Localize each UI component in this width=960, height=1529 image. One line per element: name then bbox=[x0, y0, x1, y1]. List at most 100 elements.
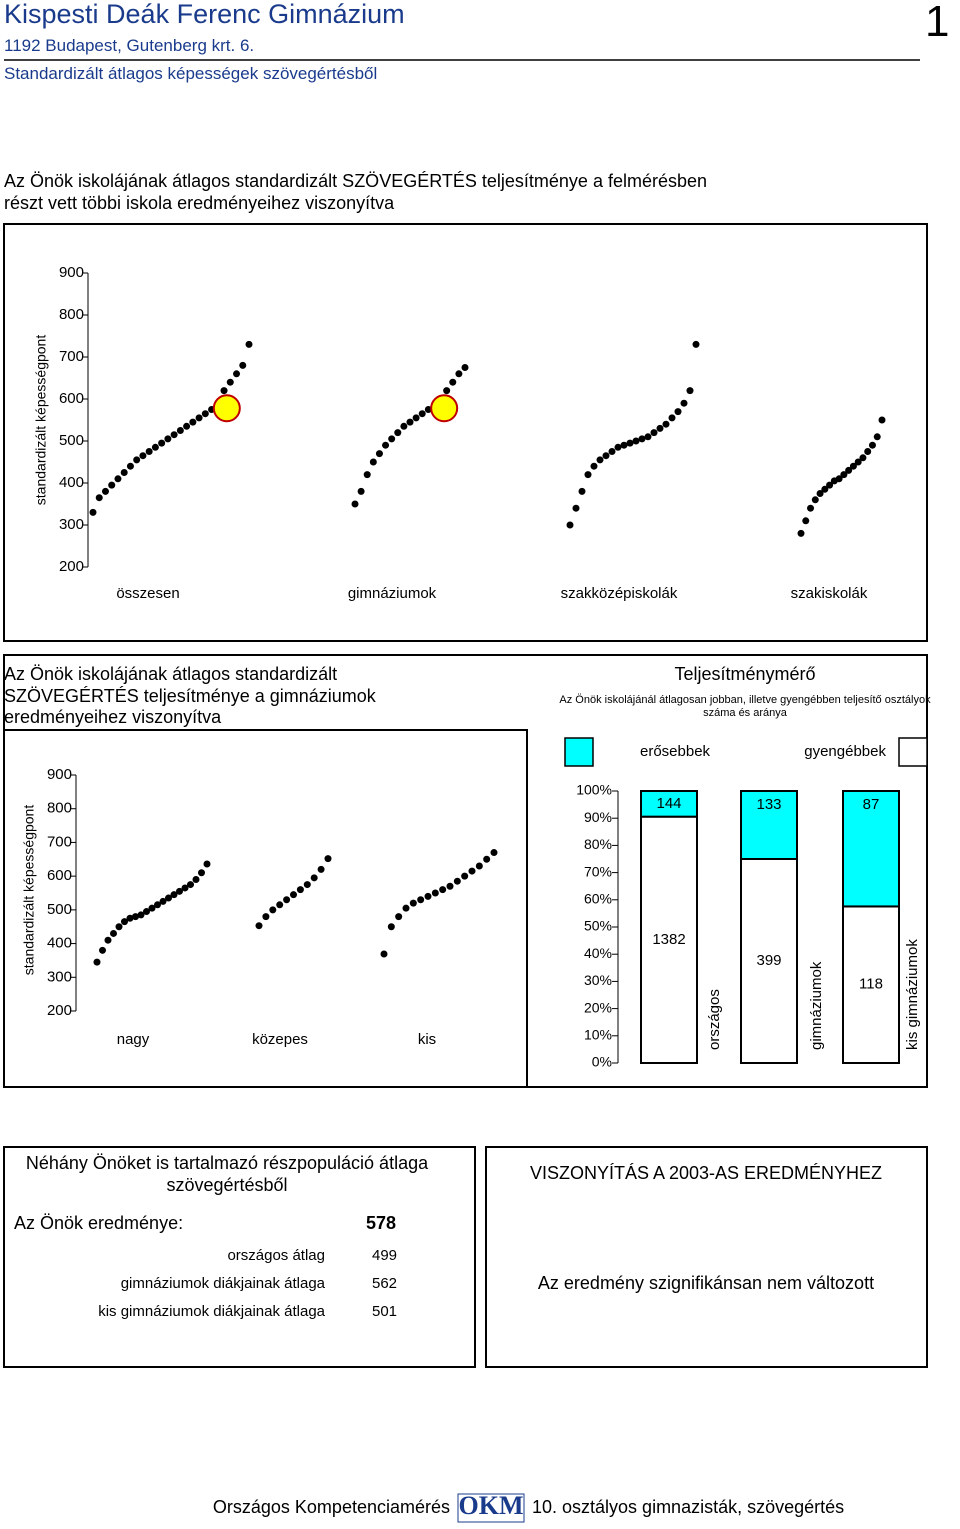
data-point bbox=[424, 406, 432, 413]
data-point bbox=[195, 414, 203, 422]
data-point bbox=[363, 471, 371, 479]
bar-segment bbox=[640, 790, 698, 818]
frame bbox=[3, 729, 528, 1088]
data-point bbox=[139, 452, 147, 460]
frame bbox=[3, 1146, 476, 1368]
data-point bbox=[375, 450, 383, 458]
y-tick-label: 500 bbox=[59, 432, 84, 449]
legend-label: gyengébbek bbox=[804, 743, 886, 760]
data-point bbox=[816, 490, 824, 497]
data-point bbox=[461, 872, 469, 880]
data-point bbox=[608, 448, 616, 455]
logo-frame bbox=[457, 1493, 525, 1523]
data-point bbox=[802, 517, 810, 525]
data-point bbox=[388, 435, 396, 443]
row-label: gimnáziumok diákjainak átlaga bbox=[121, 1275, 326, 1292]
data-point bbox=[566, 521, 574, 529]
data-point bbox=[878, 416, 886, 424]
data-point bbox=[443, 387, 451, 395]
y-tick-label: 900 bbox=[47, 766, 72, 783]
bar-segment bbox=[740, 790, 798, 860]
data-point bbox=[835, 475, 843, 483]
data-point bbox=[662, 420, 670, 428]
data-point bbox=[455, 370, 463, 378]
data-point bbox=[148, 904, 156, 912]
data-point bbox=[115, 923, 123, 931]
page-number: 1 bbox=[925, 0, 950, 46]
y-tick-label: 20% bbox=[584, 999, 612, 1015]
category-label: nagy bbox=[117, 1031, 150, 1048]
data-point bbox=[93, 958, 101, 966]
own-result-value: 578 bbox=[366, 1213, 397, 1233]
y-tick-label: 700 bbox=[47, 833, 72, 850]
data-point bbox=[165, 894, 172, 902]
y-tick-label: 100% bbox=[576, 782, 612, 798]
category-label: kis bbox=[418, 1031, 436, 1048]
data-point bbox=[220, 387, 228, 395]
data-point bbox=[692, 340, 700, 348]
data-point bbox=[674, 408, 682, 416]
data-point bbox=[95, 494, 103, 502]
data-point bbox=[596, 456, 604, 464]
y-tick-label: 50% bbox=[584, 918, 612, 934]
y-axis-label: standardizált képességpont bbox=[21, 805, 37, 976]
data-point bbox=[395, 913, 403, 921]
data-point bbox=[114, 475, 122, 483]
category-label: szakiskolák bbox=[791, 585, 868, 602]
data-point bbox=[873, 433, 881, 441]
bar-value-label: 1382 bbox=[652, 931, 685, 948]
y-tick-label: 400 bbox=[59, 474, 84, 491]
data-point bbox=[453, 877, 461, 885]
data-point bbox=[602, 452, 610, 460]
data-point bbox=[406, 418, 414, 426]
category-label: országos bbox=[706, 989, 723, 1050]
data-point bbox=[680, 399, 688, 407]
data-point bbox=[133, 456, 141, 464]
data-point bbox=[620, 441, 628, 449]
data-point bbox=[233, 370, 241, 378]
data-point bbox=[468, 867, 476, 875]
y-tick-label: 300 bbox=[59, 516, 84, 533]
category-label: kis gimnáziumok bbox=[904, 939, 921, 1050]
data-point bbox=[89, 508, 97, 516]
data-point bbox=[400, 422, 408, 430]
data-point bbox=[159, 897, 167, 905]
data-point bbox=[276, 901, 284, 909]
y-tick-label: 200 bbox=[59, 558, 84, 575]
report-subtitle: Standardizált átlagos képességek szövegé… bbox=[4, 64, 378, 83]
data-point bbox=[859, 454, 867, 462]
row-label: kis gimnáziumok diákjainak átlaga bbox=[98, 1303, 325, 1320]
data-point bbox=[121, 918, 128, 926]
bar-segment bbox=[842, 790, 900, 908]
data-point bbox=[351, 500, 359, 508]
data-point bbox=[439, 886, 447, 894]
data-point bbox=[668, 414, 676, 422]
y-tick-label: 10% bbox=[584, 1027, 612, 1043]
data-point bbox=[369, 458, 377, 466]
data-point bbox=[226, 378, 234, 386]
data-point bbox=[126, 914, 134, 922]
data-point bbox=[104, 936, 112, 944]
data-point bbox=[864, 448, 872, 455]
y-tick-label: 70% bbox=[584, 863, 612, 879]
data-point bbox=[807, 504, 815, 512]
data-point bbox=[424, 892, 432, 900]
data-point bbox=[686, 387, 694, 395]
y-tick-label: 40% bbox=[584, 945, 612, 961]
data-point bbox=[380, 950, 388, 958]
data-point bbox=[357, 487, 365, 495]
data-point bbox=[101, 487, 109, 495]
data-point bbox=[296, 886, 304, 894]
footer-left: Országos Kompetenciamérés bbox=[212, 1497, 450, 1517]
category-label: gimnáziumok bbox=[348, 585, 437, 602]
y-tick-label: 600 bbox=[59, 390, 84, 407]
data-point bbox=[310, 874, 318, 882]
data-point bbox=[189, 418, 197, 426]
comparison-title: VISZONYÍTÁS A 2003-AS EREDMÉNYHEZ bbox=[529, 1163, 883, 1183]
category-label: összesen bbox=[116, 585, 179, 602]
y-tick-label: 600 bbox=[47, 867, 72, 884]
data-point bbox=[614, 443, 622, 451]
data-point bbox=[868, 441, 876, 449]
